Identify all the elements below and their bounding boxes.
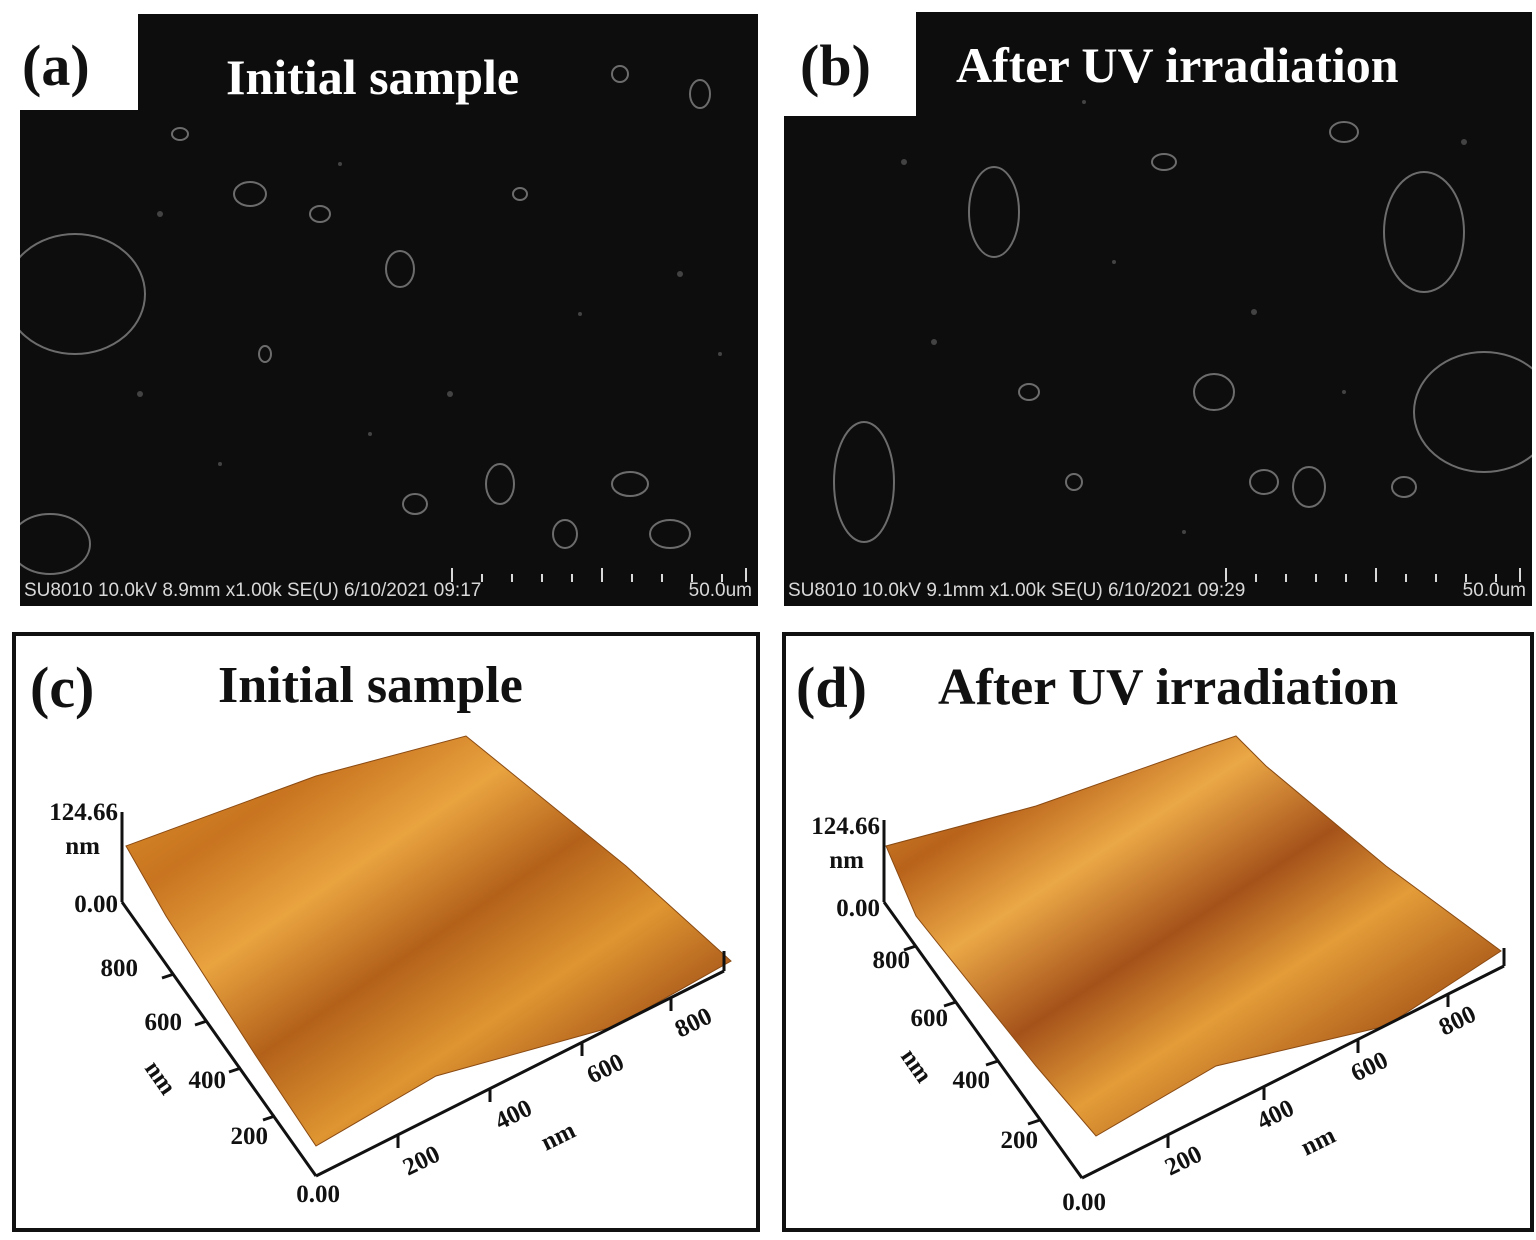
- origin-label: 0.00: [296, 1181, 340, 1208]
- z-max-label: 124.66: [811, 813, 880, 840]
- x-unit-label: nm: [537, 1117, 580, 1157]
- panel-letter-b: (b): [800, 33, 871, 98]
- afm-ticks: [161, 972, 673, 1148]
- z-unit-label: nm: [829, 847, 864, 874]
- x-tick-label: 400: [1253, 1095, 1299, 1136]
- scale-bar: [451, 568, 747, 582]
- sem-info-bar: SU8010 10.0kV 8.9mm x1.00k SE(U) 6/10/20…: [24, 578, 752, 604]
- panel-letter-a: (a): [22, 33, 90, 98]
- y-tick-label: 200: [231, 1123, 269, 1150]
- afm-axes: [120, 812, 726, 1178]
- sem-image-initial: SU8010 10.0kV 8.9mm x1.00k SE(U) 6/10/20…: [20, 14, 758, 606]
- x-unit-label: nm: [1297, 1122, 1340, 1162]
- z-min-label: 0.00: [74, 891, 118, 918]
- sem-metadata: SU8010 10.0kV 9.1mm x1.00k SE(U) 6/10/20…: [788, 580, 1246, 601]
- scale-bar: [1225, 568, 1521, 582]
- panel-title-b: After UV irradiation: [956, 37, 1399, 93]
- z-max-label: 124.66: [49, 799, 118, 826]
- y-unit-label: nm: [139, 1056, 181, 1100]
- panel-title-d: After UV irradiation: [938, 659, 1399, 716]
- panel-letter-d: (d): [796, 655, 867, 720]
- panel-letter-c: (c): [30, 655, 95, 720]
- panel-label-box: [782, 8, 916, 116]
- x-tick-label: 800: [671, 1003, 717, 1044]
- y-tick-label: 200: [1001, 1127, 1039, 1154]
- afm-3d-plot: 124.66 nm 0.00 0.00 200 400 600 800 nm 2…: [811, 735, 1506, 1216]
- origin-label: 0.00: [1062, 1189, 1106, 1216]
- y-tick-label: 600: [911, 1005, 949, 1032]
- x-tick-label: 600: [1347, 1047, 1393, 1088]
- panel-label-box: [18, 10, 138, 110]
- y-tick-label: 600: [145, 1009, 183, 1036]
- afm-panel-uv: (d) After UV irradiation: [782, 632, 1534, 1232]
- afm-ticks: [903, 944, 1450, 1148]
- scale-bar-label: 50.0um: [1462, 580, 1526, 601]
- y-tick-label: 800: [873, 947, 911, 974]
- sem-info-bar: SU8010 10.0kV 9.1mm x1.00k SE(U) 6/10/20…: [788, 578, 1526, 604]
- x-tick-label: 800: [1435, 1001, 1481, 1042]
- afm-axes: [882, 820, 1506, 1180]
- afm-panel-initial: (c) Initial sample: [12, 632, 760, 1232]
- panel-title-c: Initial sample: [218, 657, 523, 714]
- y-unit-label: nm: [895, 1044, 937, 1088]
- y-tick-label: 400: [953, 1067, 991, 1094]
- y-tick-label: 800: [101, 955, 139, 982]
- panel-title-a: Initial sample: [226, 49, 520, 105]
- y-tick-label: 400: [189, 1067, 227, 1094]
- x-tick-label: 200: [399, 1141, 445, 1182]
- sem-texture: [20, 65, 722, 575]
- z-min-label: 0.00: [836, 895, 880, 922]
- sem-texture: [833, 100, 1532, 543]
- x-tick-label: 400: [491, 1095, 537, 1136]
- sem-metadata: SU8010 10.0kV 8.9mm x1.00k SE(U) 6/10/20…: [24, 580, 482, 601]
- afm-3d-plot: 124.66 nm 0.00 0.00 200 400 600 800 nm 2…: [49, 735, 732, 1208]
- scale-bar-label: 50.0um: [688, 580, 752, 601]
- z-unit-label: nm: [65, 833, 100, 860]
- x-tick-label: 600: [583, 1049, 629, 1090]
- afm-surface: [885, 735, 1502, 1137]
